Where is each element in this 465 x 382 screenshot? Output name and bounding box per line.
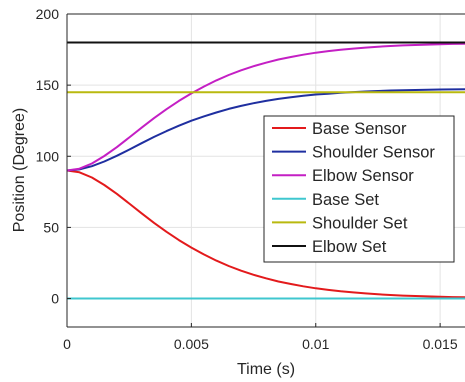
legend-label-shoulder-sensor: Shoulder Sensor [312,144,435,162]
y-tick-label: 200 [36,6,60,22]
legend-label-elbow-set: Elbow Set [312,238,387,256]
series-line-base-sensor [66,169,465,299]
x-tick-label: 0.015 [423,336,458,352]
x-tick-label: 0.005 [174,336,209,352]
legend-label-elbow-sensor: Elbow Sensor [312,167,414,185]
y-tick-label: 100 [36,148,60,164]
legend-label-base-sensor: Base Sensor [312,120,407,138]
axes [66,13,465,328]
legend-label-shoulder-set: Shoulder Set [312,214,408,232]
y-tick-label: 150 [36,77,60,93]
x-axis-label: Time (s) [237,361,295,378]
series-lines [66,41,465,300]
y-axis-label: Position (Degree) [11,108,28,233]
y-tick-label: 50 [43,219,59,235]
series-line-shoulder-sensor [66,88,465,172]
legend-label-base-set: Base Set [312,191,379,209]
x-tick-label: 0 [63,336,71,352]
x-tick-label: 0.01 [302,336,329,352]
legend: Base Sensor Shoulder Sensor Elbow Sensor Ba… [263,115,455,263]
ticks: 0 50 100 150 200 0 0.005 0.01 0.015 [36,6,458,352]
legend-box [263,115,455,263]
series-line-elbow-sensor [66,42,465,172]
y-tick-label: 0 [51,291,59,307]
